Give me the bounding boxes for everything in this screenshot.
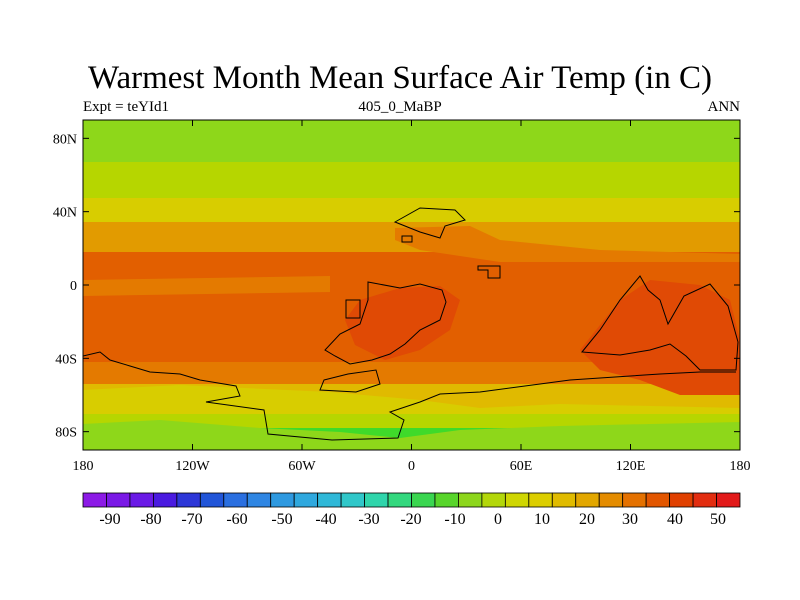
band-south-subtropics	[83, 362, 740, 384]
colorbar-swatch	[598, 492, 624, 508]
colorbar-swatch	[82, 492, 107, 508]
colorbar-label: -10	[444, 511, 465, 528]
lon-tick-label: 180	[730, 459, 751, 474]
band-midlat-north	[83, 198, 740, 222]
lon-tick-label: 120E	[616, 459, 646, 474]
coastline-south-inner	[319, 369, 381, 393]
temperature-field	[83, 120, 740, 450]
colorbar-swatch	[481, 492, 506, 508]
colorbar-swatch	[528, 492, 553, 508]
colorbar-swatch	[176, 492, 201, 508]
longitude-axis: 180 120W 60W 0 60E 120E 180	[73, 120, 751, 474]
colorbar-swatch	[669, 492, 694, 508]
colorbar-swatch	[504, 492, 530, 508]
region-warm-north-landmass	[395, 226, 740, 262]
lat-tick-label: 40S	[55, 352, 77, 367]
experiment-label: Expt = teYId1	[83, 99, 169, 115]
colorbar-label: -60	[226, 511, 247, 528]
colorbar-label: 40	[667, 511, 683, 528]
lon-tick-label: 0	[408, 459, 415, 474]
coastline-island-west	[345, 299, 361, 319]
band-south-subpolar	[83, 414, 740, 428]
colorbar-label: -90	[99, 511, 120, 528]
region-southern-cool-lobe	[83, 385, 740, 414]
colorbar-swatch	[622, 492, 647, 508]
colorbar-swatch	[551, 492, 577, 508]
region-equatorial-stripe	[83, 276, 330, 296]
lat-tick-label: 40N	[53, 206, 77, 221]
colorbar-swatch	[317, 492, 342, 508]
lat-tick-label: 80S	[55, 426, 77, 441]
colorbar-label: -20	[400, 511, 421, 528]
colorbar-label: 0	[494, 511, 502, 528]
latitude-axis: 80N 40N 0 40S 80S	[53, 132, 740, 441]
colorbar-label: -30	[358, 511, 379, 528]
colorbar-swatch	[434, 492, 459, 508]
region-hot-continent-west	[345, 286, 460, 360]
region-hot-continent-east	[580, 280, 740, 395]
colorbar-swatch	[364, 492, 389, 508]
time-period-label: 405_0_MaBP	[358, 99, 442, 115]
colorbar-swatch	[199, 492, 225, 508]
colorbar	[82, 492, 741, 508]
colorbar-labels: -90 -80 -70 -60 -50 -40 -30 -20 -10 0 10 20 30 40 50	[99, 511, 726, 528]
map-title: Warmest Month Mean Surface Air Temp (in …	[87, 60, 713, 96]
colorbar-label: -70	[181, 511, 202, 528]
lat-tick-label: 80N	[53, 132, 77, 147]
coastline-southern-continent	[83, 351, 736, 441]
colorbar-label: -40	[315, 511, 336, 528]
band-polar-north	[83, 120, 740, 162]
colorbar-label: 30	[622, 511, 638, 528]
season-label: ANN	[707, 99, 741, 115]
coastline-west-continent	[324, 281, 447, 365]
colorbar-swatch	[645, 492, 671, 508]
colorbar-swatch	[129, 492, 154, 508]
colorbar-label: 20	[579, 511, 595, 528]
region-polar-lobe	[83, 420, 740, 450]
colorbar-swatch	[716, 492, 741, 508]
colorbar-label: 50	[710, 511, 726, 528]
lon-tick-label: 60W	[288, 459, 316, 474]
colorbar-label: 10	[534, 511, 550, 528]
colorbar-swatch	[223, 492, 248, 508]
colorbar-swatch	[692, 492, 717, 508]
colorbar-label: -80	[140, 511, 161, 528]
coastlines	[83, 207, 739, 441]
lat-tick-label: 0	[70, 279, 77, 294]
colorbar-swatch	[340, 492, 365, 508]
colorbar-swatch	[270, 492, 295, 508]
coastline-island-center	[477, 265, 501, 279]
colorbar-swatch	[293, 492, 319, 508]
band-subpolar-north	[83, 162, 740, 198]
colorbar-swatch	[387, 492, 412, 508]
lon-tick-label: 180	[73, 459, 94, 474]
colorbar-label: -50	[271, 511, 292, 528]
colorbar-swatch	[152, 492, 178, 508]
colorbar-swatch	[246, 492, 272, 508]
colorbar-swatch	[106, 492, 131, 508]
coastline-small-island	[401, 235, 413, 243]
coastline-north-continent	[393, 207, 466, 239]
lon-tick-label: 60E	[510, 459, 533, 474]
colorbar-swatch	[411, 492, 436, 508]
colorbar-swatch	[458, 492, 483, 508]
colorbar-swatch	[575, 492, 600, 508]
lon-tick-label: 120W	[175, 459, 210, 474]
coastline-east-continent	[581, 275, 739, 371]
